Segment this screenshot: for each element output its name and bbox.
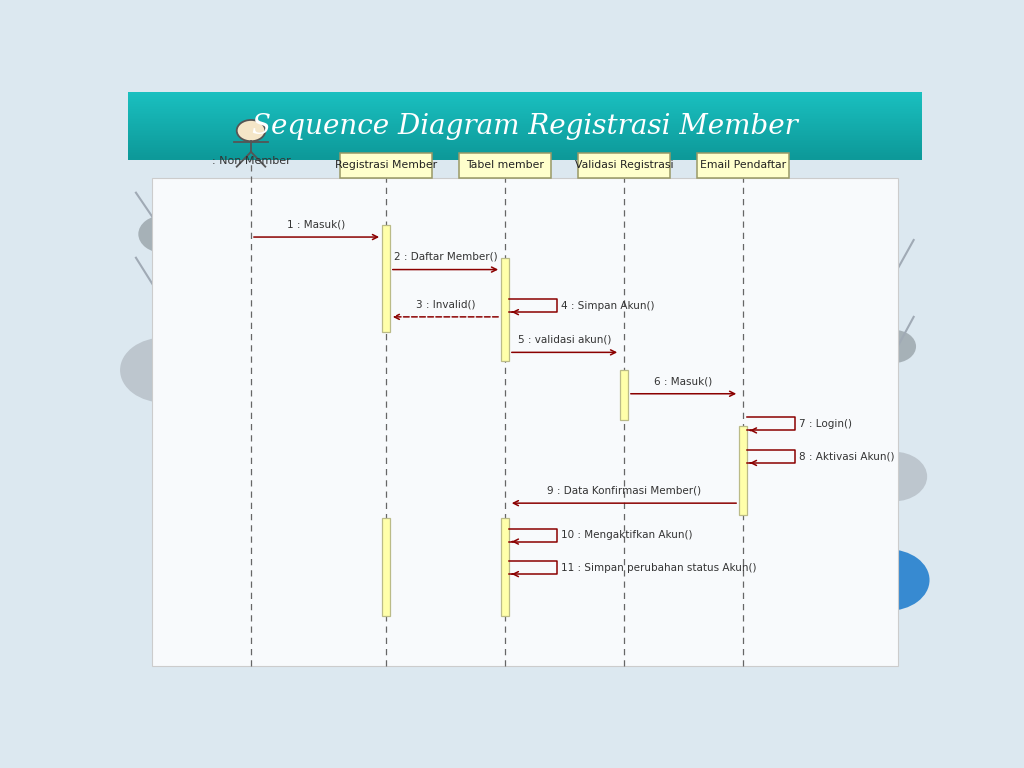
Bar — [128, 98, 922, 99]
Text: Validasi Registrasi: Validasi Registrasi — [574, 161, 673, 170]
Bar — [128, 99, 922, 101]
Circle shape — [860, 452, 927, 502]
Text: Email Pendaftar: Email Pendaftar — [700, 161, 786, 170]
Bar — [128, 154, 922, 155]
Bar — [128, 121, 922, 123]
Bar — [128, 101, 922, 102]
Bar — [128, 106, 922, 108]
Text: 10 : Mengaktifkan Akun(): 10 : Mengaktifkan Akun() — [560, 530, 692, 540]
Bar — [128, 104, 922, 106]
Bar — [382, 518, 390, 615]
Bar — [128, 130, 922, 131]
Text: 7 : Login(): 7 : Login() — [799, 419, 852, 429]
Text: : Non Member: : Non Member — [212, 156, 291, 166]
Text: 2 : Daftar Member(): 2 : Daftar Member() — [393, 252, 498, 262]
Bar — [460, 153, 551, 178]
Bar — [128, 147, 922, 148]
Bar — [128, 108, 922, 109]
Bar — [128, 109, 922, 111]
Bar — [128, 118, 922, 119]
Text: 4 : Simpan Akun(): 4 : Simpan Akun() — [560, 300, 654, 310]
Circle shape — [138, 215, 189, 253]
Text: 1 : Masuk(): 1 : Masuk() — [288, 220, 346, 230]
Bar — [128, 127, 922, 130]
Bar — [128, 95, 922, 98]
Bar — [128, 151, 922, 154]
Bar — [128, 140, 922, 141]
Text: 11 : Simpan perubahan status Akun(): 11 : Simpan perubahan status Akun() — [560, 563, 756, 573]
Text: 5 : validasi akun(): 5 : validasi akun() — [518, 335, 611, 345]
Bar — [128, 145, 922, 147]
Bar — [620, 370, 628, 420]
Bar — [128, 158, 922, 161]
Text: 6 : Masuk(): 6 : Masuk() — [654, 376, 713, 386]
Bar — [579, 153, 670, 178]
Bar — [128, 141, 922, 143]
Text: Sequence Diagram Registrasi Member: Sequence Diagram Registrasi Member — [252, 113, 798, 140]
Bar — [128, 102, 922, 104]
Bar — [128, 157, 922, 158]
Bar — [128, 111, 922, 113]
Bar — [128, 155, 922, 157]
Bar — [128, 138, 922, 140]
Text: 3 : Invalid(): 3 : Invalid() — [416, 300, 475, 310]
Bar — [128, 94, 922, 95]
Bar — [501, 258, 509, 361]
Bar — [128, 114, 922, 116]
Bar — [128, 113, 922, 114]
Bar — [128, 119, 922, 121]
Bar — [128, 131, 922, 133]
Bar — [128, 126, 922, 127]
Text: Tabel member: Tabel member — [466, 161, 544, 170]
Text: Registrasi Member: Registrasi Member — [335, 161, 437, 170]
Bar — [739, 426, 748, 515]
Bar — [128, 134, 922, 137]
Bar — [152, 178, 898, 666]
Bar — [697, 153, 788, 178]
Bar — [128, 92, 922, 94]
Circle shape — [824, 559, 880, 601]
Bar — [128, 137, 922, 138]
Text: 8 : Aktivasi Akun(): 8 : Aktivasi Akun() — [799, 452, 894, 462]
Circle shape — [871, 330, 916, 363]
Bar — [128, 123, 922, 124]
Bar — [128, 150, 922, 151]
Bar — [128, 148, 922, 150]
Circle shape — [237, 120, 265, 141]
Text: 9 : Data Konfirmasi Member(): 9 : Data Konfirmasi Member() — [547, 485, 701, 495]
Bar — [128, 116, 922, 118]
Bar — [501, 518, 509, 615]
Bar — [128, 124, 922, 126]
Bar — [340, 153, 431, 178]
Bar — [382, 225, 390, 332]
Bar — [128, 143, 922, 145]
Bar — [128, 133, 922, 134]
Circle shape — [847, 549, 930, 611]
Circle shape — [120, 338, 207, 402]
